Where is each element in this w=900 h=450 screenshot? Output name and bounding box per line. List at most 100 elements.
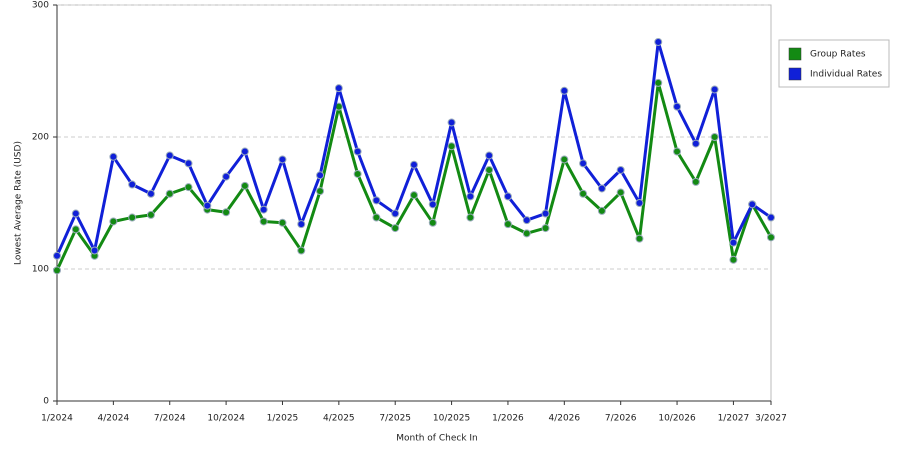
- x-axis-label: Month of Check In: [396, 434, 478, 444]
- data-point: [165, 189, 174, 198]
- data-point: [767, 233, 775, 242]
- data-point: [391, 209, 400, 218]
- data-point: [541, 224, 550, 233]
- y-tick-label: 200: [32, 133, 49, 143]
- data-point: [635, 199, 644, 207]
- data-point: [184, 183, 193, 192]
- data-point: [466, 213, 475, 222]
- data-point: [278, 155, 287, 164]
- data-point: [710, 85, 719, 94]
- data-point: [560, 155, 569, 164]
- data-point: [597, 206, 606, 215]
- data-point: [165, 151, 174, 160]
- data-point: [53, 251, 61, 260]
- x-tick-label: 4/2026: [548, 414, 580, 424]
- x-tick-label: 10/2024: [207, 414, 245, 424]
- data-point: [673, 102, 682, 111]
- data-point: [654, 78, 663, 87]
- data-point: [372, 213, 381, 222]
- data-point: [259, 205, 268, 214]
- x-tick-label: 1/2027: [718, 414, 750, 424]
- x-tick-label: 10/2026: [658, 414, 696, 424]
- data-point: [691, 177, 700, 186]
- data-point: [410, 191, 418, 200]
- data-point: [691, 139, 700, 148]
- data-point: [240, 147, 249, 156]
- x-tick-label: 1/2025: [267, 414, 299, 424]
- data-point: [222, 208, 231, 217]
- data-point: [654, 37, 663, 46]
- data-point: [767, 213, 775, 222]
- data-point: [297, 220, 306, 229]
- data-point: [579, 189, 588, 198]
- data-point: [372, 196, 381, 205]
- data-point: [428, 218, 437, 227]
- legend-swatch: [788, 47, 802, 61]
- data-point: [391, 224, 400, 233]
- data-point: [447, 142, 456, 151]
- y-tick-label: 300: [32, 1, 49, 11]
- data-point: [503, 192, 512, 201]
- y-axis-label: Lowest Average Rate (USD): [14, 141, 24, 265]
- data-point: [146, 210, 155, 219]
- y-tick-label: 100: [32, 265, 49, 275]
- legend-label: Individual Rates: [810, 70, 882, 80]
- data-point: [353, 169, 362, 178]
- legend-swatch: [788, 67, 802, 81]
- x-tick-label: 1/2024: [41, 414, 73, 424]
- data-point: [240, 181, 249, 190]
- x-tick-label: 4/2025: [323, 414, 355, 424]
- data-point: [485, 166, 494, 174]
- data-point: [635, 234, 644, 243]
- data-point: [109, 152, 118, 161]
- data-point: [522, 216, 531, 225]
- data-point: [616, 188, 625, 197]
- data-point: [541, 209, 550, 218]
- series-line: [55, 40, 772, 257]
- data-point: [729, 238, 738, 247]
- data-point: [297, 246, 306, 255]
- legend-label: Group Rates: [810, 50, 866, 60]
- data-point: [673, 147, 682, 156]
- data-point: [466, 192, 475, 201]
- data-point: [485, 151, 494, 160]
- data-point: [316, 171, 325, 180]
- data-point: [710, 133, 719, 141]
- x-tick-label: 10/2025: [433, 414, 470, 424]
- x-tick-label: 7/2026: [605, 414, 637, 424]
- data-point: [748, 200, 757, 209]
- data-point: [597, 184, 606, 193]
- data-point: [316, 187, 325, 196]
- x-tick-label: 7/2025: [379, 414, 411, 424]
- x-tick-label: 7/2024: [154, 414, 186, 424]
- data-point: [203, 201, 212, 210]
- data-point: [447, 118, 456, 127]
- data-point: [353, 147, 362, 156]
- data-point: [222, 172, 231, 181]
- data-point: [503, 220, 512, 229]
- data-point: [522, 229, 531, 238]
- data-point: [53, 266, 61, 275]
- series-line: [55, 81, 773, 271]
- data-point: [184, 159, 193, 168]
- data-point: [146, 189, 155, 198]
- data-point: [109, 217, 118, 226]
- data-point: [334, 84, 343, 93]
- data-point: [128, 180, 137, 189]
- data-point: [128, 213, 137, 222]
- x-tick-label: 3/2027: [755, 414, 787, 424]
- data-point: [90, 246, 99, 255]
- data-point: [616, 166, 625, 174]
- data-point: [71, 209, 80, 218]
- data-point: [560, 86, 569, 95]
- x-tick-label: 1/2026: [492, 414, 524, 424]
- y-tick-label: 0: [43, 397, 49, 407]
- data-point: [428, 200, 437, 209]
- data-point: [579, 159, 588, 168]
- data-point: [410, 160, 418, 169]
- data-point: [71, 225, 80, 234]
- data-point: [278, 218, 287, 227]
- x-tick-label: 4/2024: [98, 414, 130, 424]
- data-point: [259, 217, 268, 226]
